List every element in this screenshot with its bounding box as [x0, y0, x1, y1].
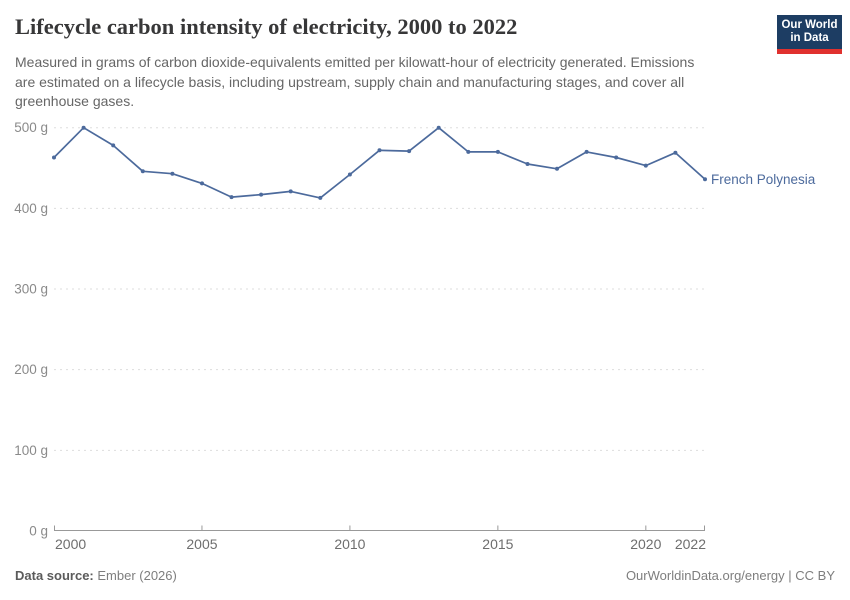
data-point[interactable] — [200, 181, 204, 186]
subtitle-line: are estimated on a lifecycle basis, incl… — [15, 73, 685, 90]
data-point[interactable] — [347, 172, 352, 177]
data-point[interactable] — [288, 189, 293, 194]
subtitle-line: greenhouse gases. — [15, 93, 135, 109]
chart-subtitle: Measured in grams of carbon dioxide-equi… — [15, 53, 694, 112]
x-tick-label: 2000 — [55, 536, 86, 552]
x-tick-label: 2010 — [334, 536, 365, 552]
data-point[interactable] — [584, 149, 589, 154]
y-tick-label: 500 g — [14, 120, 48, 135]
x-tick-label: 2015 — [482, 536, 513, 552]
y-tick-label: 200 g — [14, 362, 48, 377]
data-point[interactable] — [703, 177, 707, 182]
owid-logo-line1: Our World — [781, 19, 838, 31]
x-tick-label: 2020 — [630, 536, 661, 552]
y-tick-label: 0 g — [29, 524, 48, 539]
series-label[interactable]: French Polynesia — [711, 172, 816, 187]
data-point[interactable] — [229, 195, 234, 200]
data-point[interactable] — [407, 149, 412, 154]
data-point[interactable] — [52, 155, 56, 160]
chart-footer: Data source: Ember (2026) OurWorldinData… — [15, 568, 835, 583]
data-point[interactable] — [259, 192, 264, 197]
footer-link[interactable]: OurWorldinData.org/energy | CC BY — [625, 568, 835, 583]
data-point[interactable] — [318, 195, 323, 200]
data-source: Data source: Ember (2026) — [15, 568, 177, 583]
x-tick-label: 2022 — [675, 536, 706, 552]
data-point[interactable] — [525, 162, 530, 166]
owid-logo: Our World in Data — [777, 15, 842, 54]
data-point[interactable] — [140, 169, 145, 174]
data-point[interactable] — [377, 148, 382, 153]
data-source-label: Data source: — [15, 568, 94, 583]
data-point[interactable] — [436, 125, 441, 130]
data-point[interactable] — [614, 155, 619, 160]
x-tick-label: 2005 — [186, 536, 217, 552]
data-source-value: Ember (2026) — [93, 568, 177, 583]
y-tick-label: 100 g — [14, 443, 48, 458]
chart-title: Lifecycle carbon intensity of electricit… — [15, 14, 518, 39]
subtitle-line: Measured in grams of carbon dioxide-equi… — [15, 54, 695, 70]
owid-logo-line2: in Data — [790, 32, 829, 44]
data-point[interactable] — [643, 163, 648, 168]
data-point[interactable] — [81, 125, 86, 130]
y-tick-label: 300 g — [14, 282, 48, 297]
data-point[interactable] — [170, 171, 175, 176]
series-line[interactable] — [53, 126, 706, 199]
data-point[interactable] — [495, 149, 500, 154]
data-point[interactable] — [555, 166, 559, 171]
data-point[interactable] — [673, 150, 678, 155]
y-tick-label: 400 g — [14, 201, 48, 216]
data-point[interactable] — [111, 143, 116, 148]
data-point[interactable] — [466, 149, 471, 154]
